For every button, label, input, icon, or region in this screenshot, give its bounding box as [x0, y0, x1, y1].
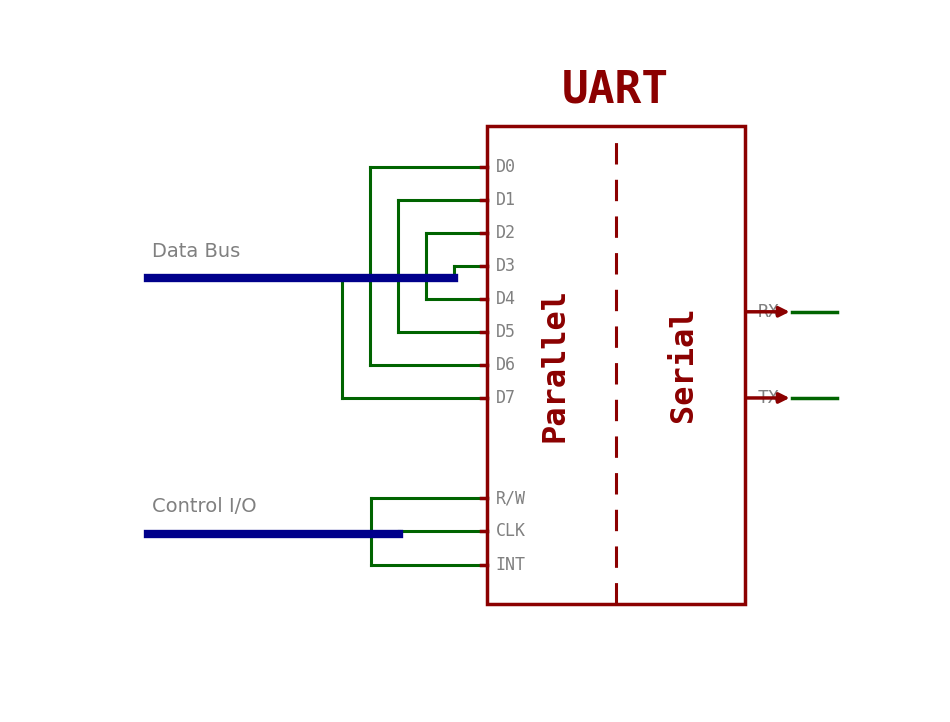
Text: Control I/O: Control I/O [152, 497, 256, 516]
Text: CLK: CLK [496, 523, 525, 540]
Text: Data Bus: Data Bus [152, 242, 240, 261]
Text: D6: D6 [496, 356, 516, 374]
Bar [486, 126, 745, 604]
Text: Serial: Serial [668, 307, 699, 422]
Text: Parallel: Parallel [540, 287, 571, 442]
Text: D4: D4 [496, 290, 516, 308]
Text: D2: D2 [496, 224, 516, 242]
Text: RX: RX [758, 303, 780, 321]
Text: INT: INT [496, 556, 525, 574]
Text: UART: UART [562, 69, 669, 112]
Text: D0: D0 [496, 158, 516, 176]
Text: D7: D7 [496, 389, 516, 407]
Text: TX: TX [758, 389, 780, 407]
Text: R/W: R/W [496, 489, 525, 507]
Text: D5: D5 [496, 323, 516, 341]
Text: D1: D1 [496, 191, 516, 209]
Text: D3: D3 [496, 257, 516, 275]
